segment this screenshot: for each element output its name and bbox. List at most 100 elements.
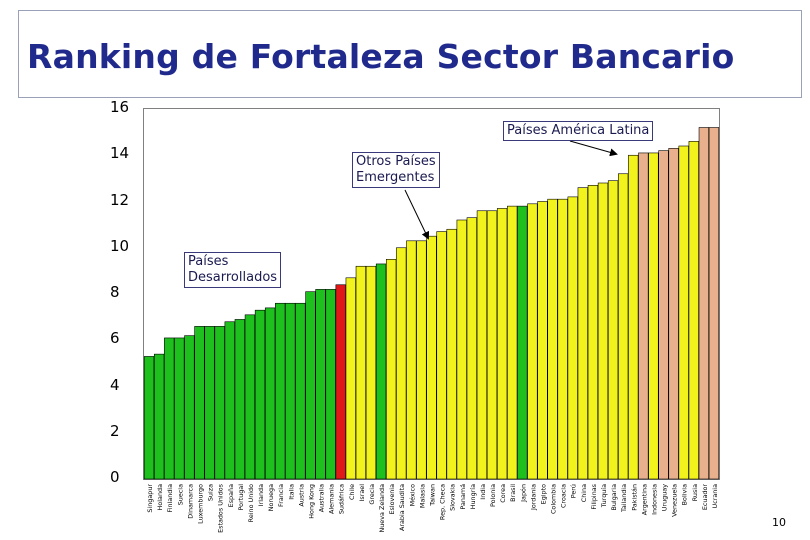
- y-tick-label: 8: [110, 283, 120, 301]
- x-tick-label: Tailandia: [620, 484, 628, 513]
- x-tick-label: Taiwan: [429, 484, 437, 507]
- bar-australia: [315, 289, 326, 480]
- bar-eslovenia: [386, 259, 397, 480]
- bar-ecuador: [698, 127, 710, 480]
- x-tick-label: Perú: [570, 484, 578, 498]
- x-tick-label: Argentina: [640, 484, 648, 515]
- x-tick-label: Noruega: [267, 484, 275, 511]
- x-tick-label: Israel: [358, 484, 366, 502]
- x-tick-label: Croacia: [560, 484, 568, 508]
- y-tick-label: 2: [110, 421, 120, 440]
- bar-ucrania: [708, 127, 720, 480]
- bar-brasil: [507, 205, 518, 480]
- bar-jordania: [527, 203, 538, 480]
- x-tick-label: Arabia Saudita: [398, 484, 406, 531]
- bar-bolivia: [678, 145, 689, 480]
- x-tick-label: Dinamarca: [186, 484, 194, 519]
- x-tick-label: Finlandia: [166, 484, 174, 513]
- x-tick-label: Suiza: [207, 484, 215, 501]
- bar-croacia: [557, 198, 568, 480]
- bar-polonia: [486, 210, 498, 480]
- bar-méxico: [406, 240, 417, 480]
- bar-arabia-saudita: [396, 247, 407, 480]
- page-number: 10: [772, 516, 786, 529]
- bar-reino-unido: [244, 314, 256, 480]
- bar-rep-checa: [436, 231, 447, 480]
- bar-hungría: [466, 217, 477, 480]
- bar-india: [476, 210, 488, 480]
- x-tick-label: Eslovenia: [388, 484, 396, 515]
- callout-latin-america: Países América Latina: [503, 121, 654, 141]
- x-tick-label: Luxemburgo: [196, 484, 204, 524]
- emerging-callout-arrow: [404, 189, 430, 240]
- x-tick-label: Singapur: [146, 484, 154, 513]
- bar-grecia: [365, 265, 377, 480]
- x-tick-label: Nueva Zelanda: [378, 484, 386, 533]
- bar-slovakia: [446, 228, 457, 480]
- x-tick-label: Malasia: [418, 484, 426, 508]
- callout-arrows: [404, 140, 618, 240]
- x-tick-label: Portugal: [237, 484, 245, 511]
- y-tick-label: 6: [110, 329, 120, 348]
- bar-tailandia: [618, 173, 629, 480]
- x-tick-label: Polonia: [489, 484, 497, 507]
- y-tick-label: 10: [110, 236, 130, 255]
- callout-developed-countries: Países Desarrollados: [184, 252, 282, 288]
- bar-italia: [285, 302, 296, 480]
- x-tick-label: Ucrania: [711, 484, 719, 509]
- bar-finlandia: [164, 337, 175, 480]
- x-tick-label: Slovakia: [449, 484, 457, 511]
- x-tick-label: Venezuela: [671, 484, 679, 517]
- x-tick-label: Reino Unido: [247, 484, 255, 522]
- x-tick-label: Hungría: [469, 484, 477, 509]
- bar-pakistán: [628, 154, 639, 480]
- y-tick-label: 4: [110, 375, 120, 394]
- bar-suecia: [174, 337, 185, 480]
- x-tick-label: Rusia: [691, 484, 699, 501]
- callout-emerging-countries: Otros Países Emergentes: [352, 152, 440, 188]
- bar-argentina: [638, 152, 649, 480]
- x-tick-label: Indonesia: [650, 484, 658, 515]
- bar-taiwan: [426, 235, 437, 480]
- x-tick-label: Francia: [277, 484, 285, 507]
- x-tick-label: Filipinas: [590, 483, 598, 509]
- bar-españa: [224, 321, 235, 480]
- bar-perú: [567, 196, 578, 480]
- x-tick-label: Panamá: [459, 484, 467, 510]
- x-tick-label: Estados Unidos: [217, 483, 225, 533]
- bar-venezuela: [668, 148, 679, 480]
- bar-japón: [517, 205, 528, 480]
- x-tick-label: Japón: [519, 484, 527, 503]
- bar-estados-unidos: [214, 326, 225, 480]
- x-tick-label: Bolivia: [681, 484, 689, 505]
- x-tick-label: Uruguay: [661, 484, 669, 511]
- x-tick-label: Sudáfrica: [338, 484, 346, 514]
- bar-egipto: [537, 201, 548, 480]
- x-axis-labels: Singapur Holanda Finlandia Suecia Dinamarca L…: [146, 483, 719, 533]
- title-box: Ranking de Fortaleza Sector Bancario: [18, 10, 802, 98]
- bar-colombia: [547, 198, 558, 480]
- bar-dinamarca: [184, 335, 195, 480]
- x-tick-label: Egipto: [539, 484, 547, 504]
- bar-turquía: [597, 182, 609, 480]
- x-tick-label: Pakistán: [630, 484, 638, 511]
- x-tick-label: Corea: [499, 484, 507, 503]
- bar-irlanda: [254, 309, 266, 480]
- bar-filipinas: [587, 185, 599, 480]
- x-tick-label: Italia: [287, 484, 295, 500]
- x-tick-label: Jordania: [529, 484, 537, 511]
- x-tick-label: China: [580, 484, 588, 502]
- x-tick-label: Holanda: [156, 484, 164, 511]
- bar-china: [577, 187, 588, 480]
- x-tick-label: Ecuador: [701, 484, 709, 510]
- bar-singapur: [143, 356, 155, 480]
- x-tick-label: Irlanda: [257, 484, 265, 506]
- x-tick-label: Austria: [297, 484, 305, 507]
- bar-sudáfrica: [335, 284, 346, 480]
- x-tick-label: México: [408, 484, 416, 506]
- bar-nueva-zelanda: [375, 263, 387, 480]
- x-tick-label: España: [227, 484, 235, 507]
- bar-uruguay: [658, 150, 669, 480]
- latam-callout-arrow: [569, 140, 618, 157]
- bar-rusia: [688, 141, 699, 480]
